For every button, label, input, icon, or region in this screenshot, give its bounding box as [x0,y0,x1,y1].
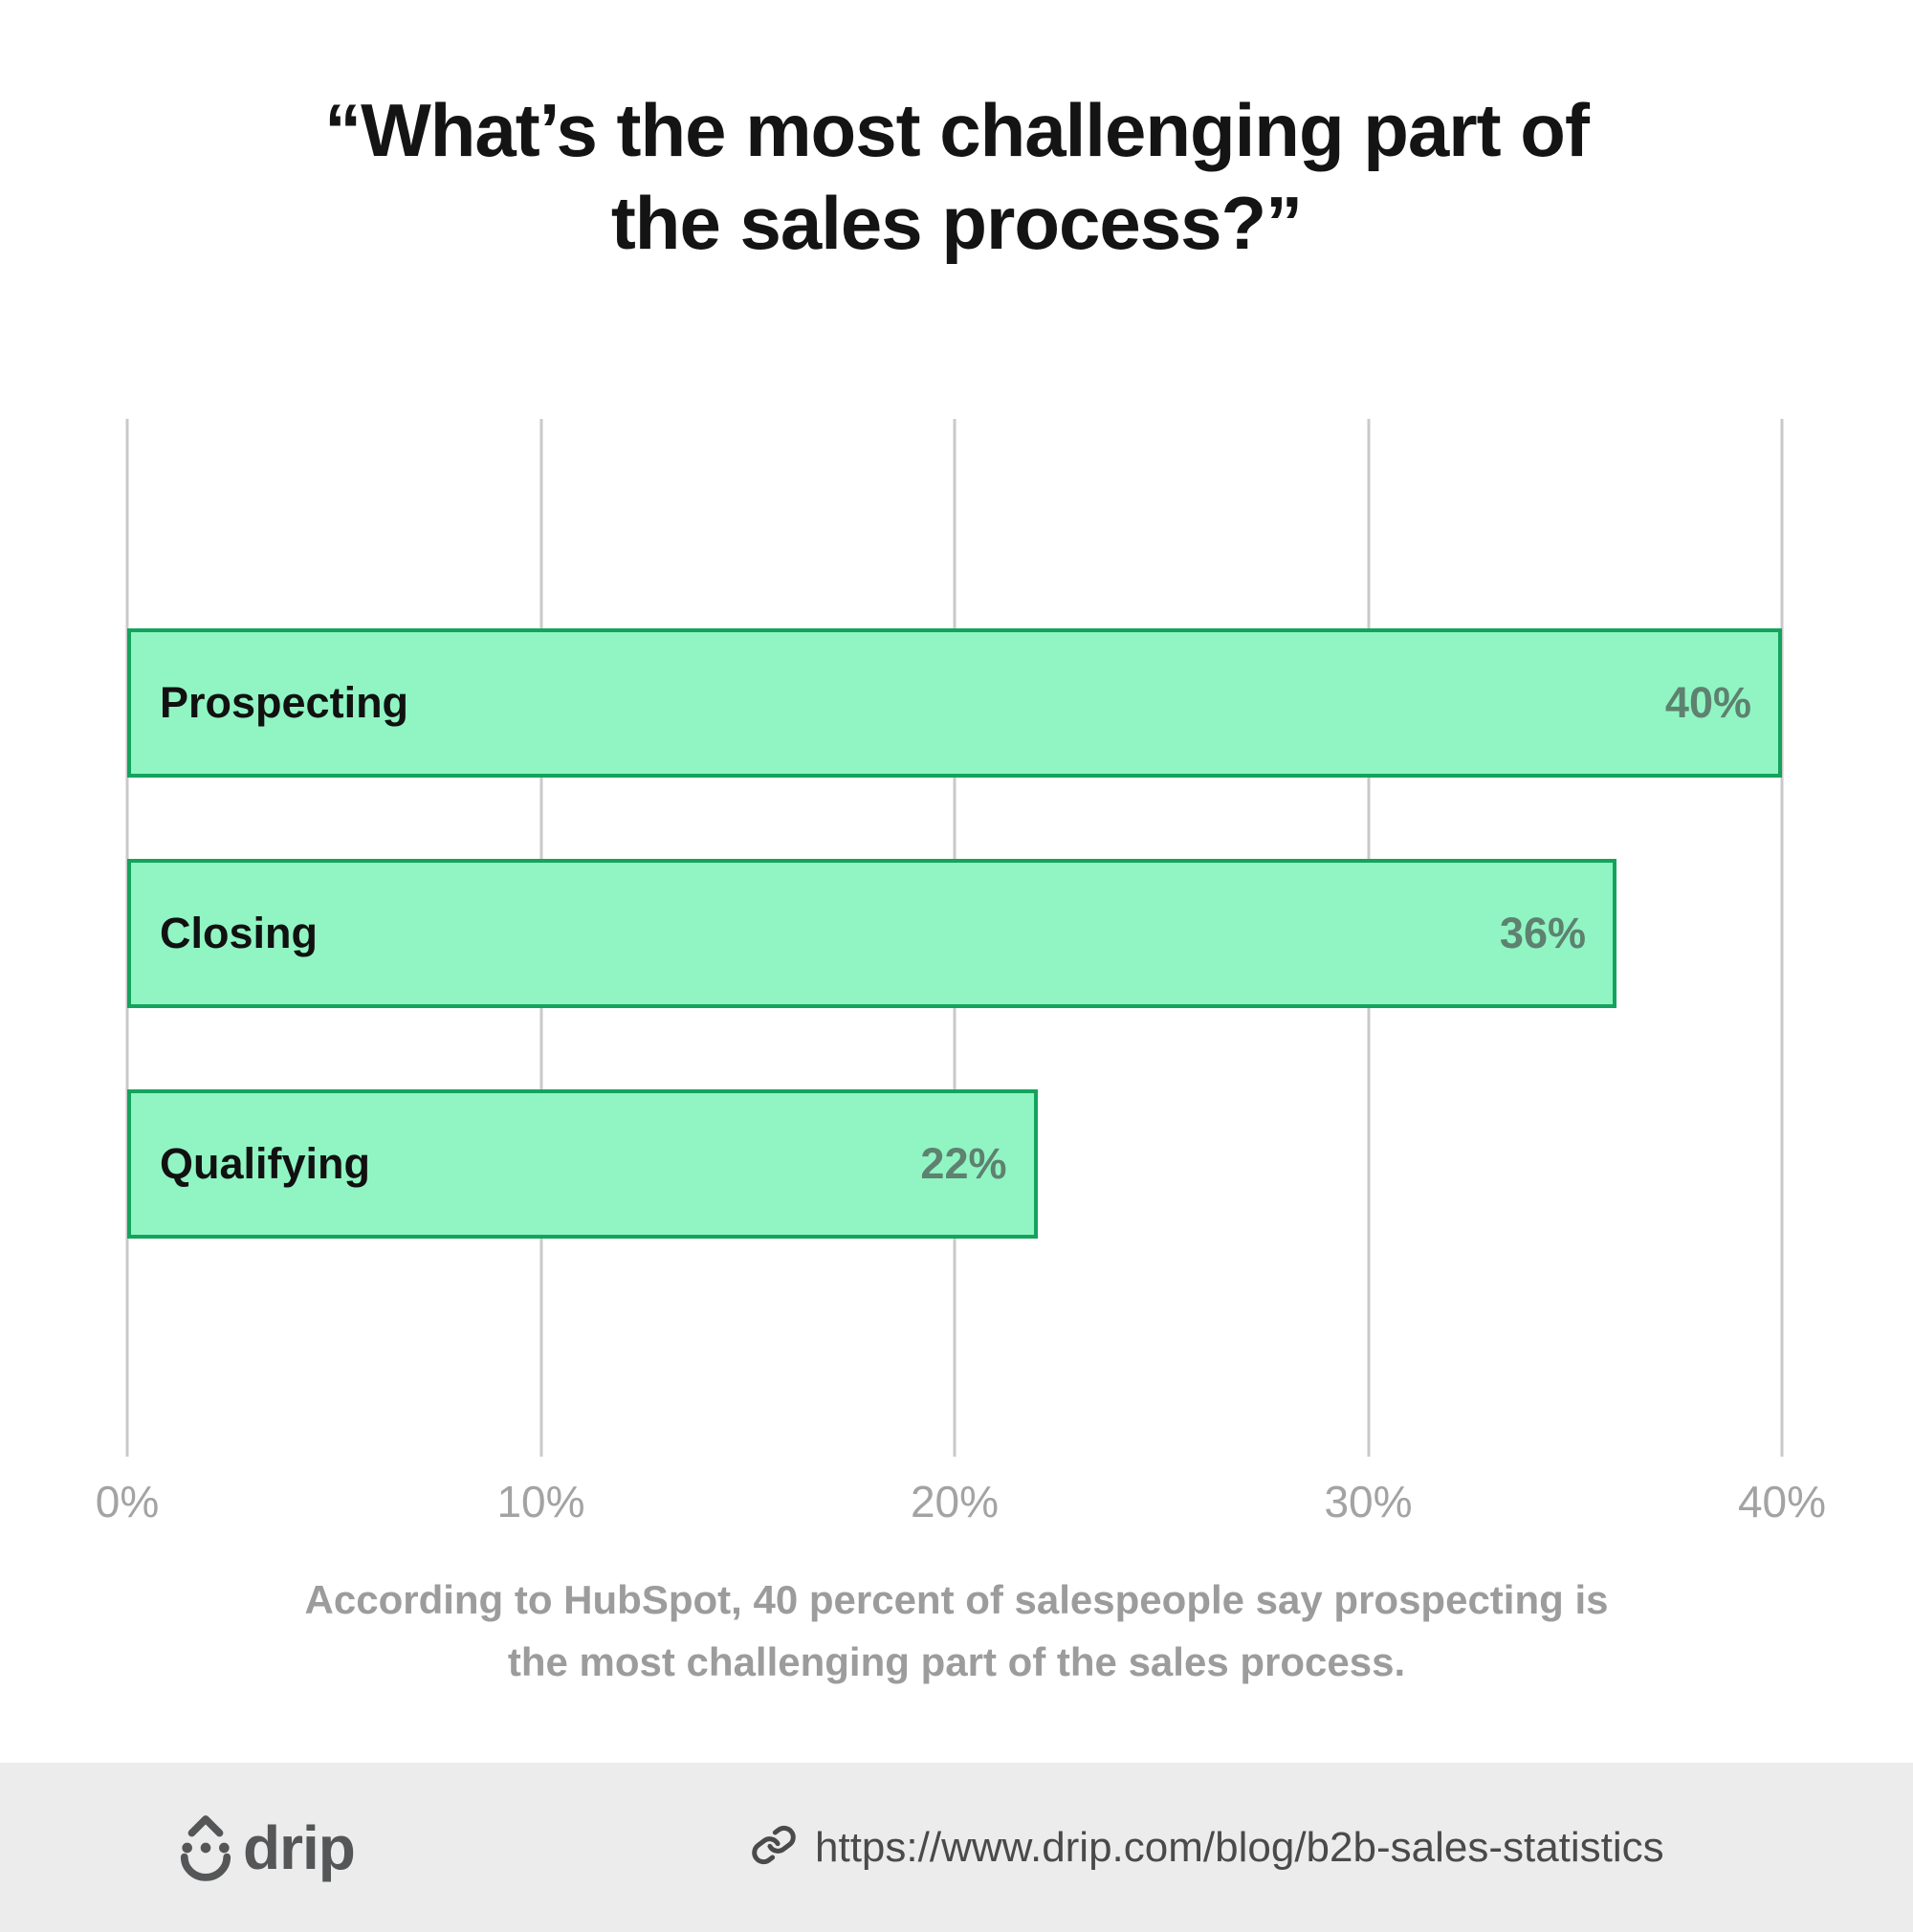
bar-qualifying: Qualifying 22% [127,1089,1038,1239]
x-tick-label-0%: 0% [95,1477,160,1526]
bar-value-label: 40% [1664,678,1751,727]
chart-title-line2: the sales process?” [610,180,1303,265]
x-tick-label-30%: 30% [1324,1477,1413,1526]
source-link-row: https://www.drip.com/blog/b2b-sales-stat… [752,1763,1664,1932]
bar-value-label: 36% [1499,909,1586,957]
bar-category-label: Closing [160,909,318,957]
x-tick-label-40%: 40% [1737,1477,1827,1526]
brand-wordmark: drip [243,1812,356,1882]
x-tick-label-10%: 10% [496,1477,585,1526]
x-axis: 0% 10% 20% 30% 40% [96,1476,1826,1533]
brand-logo: drip [178,1763,356,1932]
bar-value-label: 22% [920,1139,1007,1188]
gridline-40% [1780,419,1784,1457]
caption: According to HubSpot, 40 percent of sale… [304,1577,1609,1685]
bar-category-label: Prospecting [160,678,409,727]
chart-title: “What’s the most challenging part of the… [0,84,1913,269]
drip-droplet-icon [178,1812,233,1883]
source-url: https://www.drip.com/blog/b2b-sales-stat… [815,1823,1664,1871]
bar-prospecting: Prospecting 40% [127,628,1782,778]
x-tick-label-20%: 20% [910,1477,1000,1526]
plot-area: Prospecting 40% Closing 36% Qualifying 22% [125,419,1784,1457]
chart-title-line1: “What’s the most challenging part of [324,88,1590,172]
bar-closing: Closing 36% [127,859,1616,1008]
footer-bar: drip https://www.drip.com/blog/b2b-sales… [0,1763,1913,1932]
bar-category-label: Qualifying [160,1139,371,1188]
link-icon [752,1823,796,1872]
